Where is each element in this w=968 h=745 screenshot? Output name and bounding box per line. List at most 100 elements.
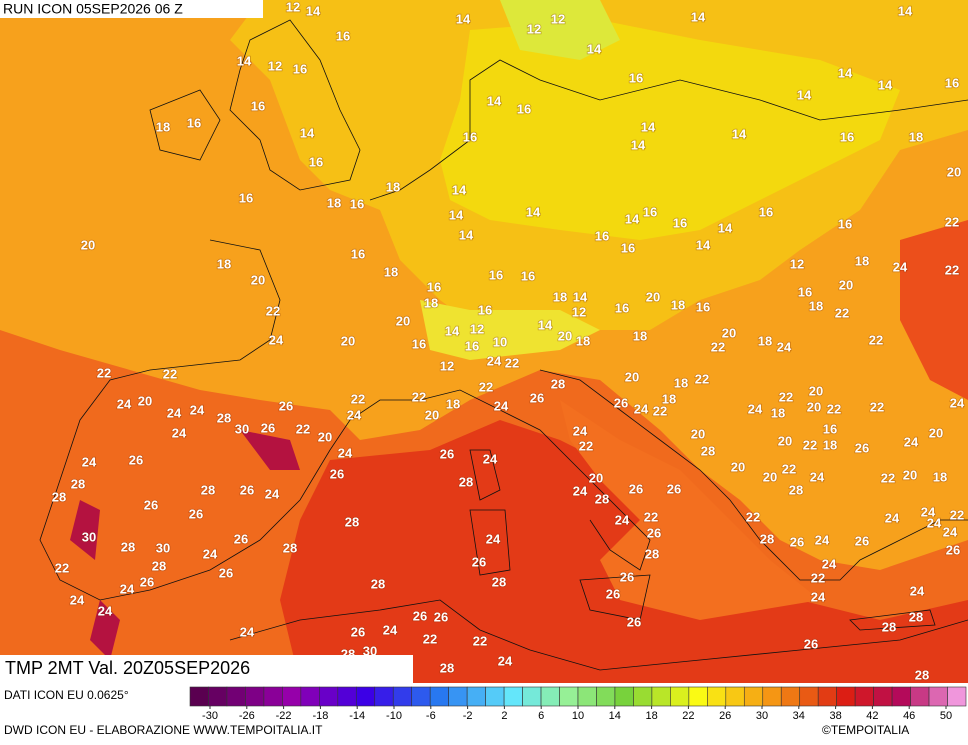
temperature-label: 20 xyxy=(691,426,705,441)
temperature-label: 14 xyxy=(237,53,252,68)
temperature-label: 16 xyxy=(521,268,535,283)
scale-box xyxy=(743,686,764,707)
temperature-label: 18 xyxy=(327,195,341,210)
temperature-label: 20 xyxy=(318,429,332,444)
scale-tick-label: 46 xyxy=(903,710,915,722)
scale-tick-label: 50 xyxy=(940,710,952,722)
temperature-label: 24 xyxy=(904,434,919,449)
temperature-label: 14 xyxy=(456,11,471,26)
temperature-label: 26 xyxy=(351,624,365,639)
temperature-label: 12 xyxy=(286,0,300,14)
temperature-label: 24 xyxy=(120,581,135,596)
temperature-label: 28 xyxy=(371,576,385,591)
scale-box xyxy=(466,686,486,707)
scale-box xyxy=(651,686,671,707)
temperature-label: 22 xyxy=(881,470,895,485)
temperature-label: 28 xyxy=(345,514,359,529)
scale-box xyxy=(355,686,376,707)
temperature-label: 26 xyxy=(667,481,681,496)
temperature-label: 14 xyxy=(487,93,502,108)
temperature-label: 26 xyxy=(140,574,154,589)
scale-tick-label: -10 xyxy=(386,710,402,722)
temperature-label: 22 xyxy=(945,262,959,277)
temperature-label: 20 xyxy=(809,383,823,398)
temperature-label: 24 xyxy=(172,425,187,440)
temperature-label: 28 xyxy=(283,540,297,555)
temperature-label: 24 xyxy=(921,504,936,519)
scale-box xyxy=(319,686,339,707)
credit: DWD ICON EU - ELABORAZIONE WWW.TEMPOITAL… xyxy=(4,723,323,737)
scale-box xyxy=(633,686,653,707)
temperature-label: 16 xyxy=(673,215,687,230)
temperature-label: 24 xyxy=(810,469,825,484)
temperature-label: 24 xyxy=(203,546,218,561)
scale-box xyxy=(873,686,893,707)
scale-box xyxy=(337,686,357,707)
temperature-label: 18 xyxy=(671,297,685,312)
temperature-label: 16 xyxy=(840,129,854,144)
temperature-label: 22 xyxy=(653,403,667,418)
temperature-label: 16 xyxy=(838,216,852,231)
temperature-label: 28 xyxy=(201,482,215,497)
scale-tick-label: 30 xyxy=(756,710,768,722)
temperature-label: 26 xyxy=(790,534,804,549)
temperature-label: 18 xyxy=(576,333,590,348)
scale-tick-label: -14 xyxy=(349,710,365,722)
temperature-label: 16 xyxy=(798,284,812,299)
temperature-label: 14 xyxy=(691,9,706,24)
temperature-label: 24 xyxy=(573,423,588,438)
scale-tick-label: 6 xyxy=(538,710,544,722)
temperature-label: 24 xyxy=(893,259,908,274)
scale-box xyxy=(485,686,505,707)
temperature-label: 22 xyxy=(473,633,487,648)
temperature-label: 12 xyxy=(551,11,565,26)
temperature-label: 26 xyxy=(647,525,661,540)
scale-box xyxy=(263,686,283,707)
temperature-label: 12 xyxy=(440,358,454,373)
scale-box xyxy=(374,686,394,707)
temperature-label: 24 xyxy=(117,396,132,411)
temperature-label: 14 xyxy=(732,126,747,141)
temperature-label: 20 xyxy=(251,272,265,287)
temperature-label: 16 xyxy=(239,190,253,205)
temperature-label: 16 xyxy=(293,61,307,76)
temperature-label: 24 xyxy=(822,556,837,571)
temperature-label: 22 xyxy=(97,365,111,380)
temperature-label: 26 xyxy=(627,614,641,629)
temperature-label: 26 xyxy=(189,506,203,521)
temperature-label: 20 xyxy=(589,470,603,485)
temperature-label: 28 xyxy=(440,660,454,675)
temperature-label: 28 xyxy=(551,376,565,391)
temperature-label: 28 xyxy=(459,474,473,489)
temperature-label: 20 xyxy=(81,237,95,252)
temperature-label: 22 xyxy=(827,401,841,416)
temperature-label: 22 xyxy=(811,570,825,585)
temperature-label: 26 xyxy=(219,565,233,580)
temperature-label: 22 xyxy=(695,371,709,386)
temperature-label: 16 xyxy=(187,115,201,130)
scale-box xyxy=(448,686,468,707)
copyright: ©TEMPOITALIA xyxy=(822,723,909,737)
temperature-label: 24 xyxy=(494,398,509,413)
temperature-label: 16 xyxy=(251,98,265,113)
temperature-label: 28 xyxy=(645,546,659,561)
temperature-label: 24 xyxy=(615,512,630,527)
temperature-label: 20 xyxy=(807,399,821,414)
temperature-label: 26 xyxy=(946,542,960,557)
temperature-label: 16 xyxy=(643,204,657,219)
temperature-label: 26 xyxy=(330,466,344,481)
temperature-label: 22 xyxy=(869,332,883,347)
map-background xyxy=(0,0,968,683)
temperature-label: 22 xyxy=(412,389,426,404)
scale-tick-label: 10 xyxy=(572,710,584,722)
temperature-label: 14 xyxy=(538,317,553,332)
temperature-label: 16 xyxy=(350,196,364,211)
scale-box xyxy=(799,686,819,707)
temperature-label: 16 xyxy=(823,421,837,436)
temperature-label: 18 xyxy=(909,129,923,144)
temperature-label: 24 xyxy=(265,486,280,501)
scale-tick-label: 26 xyxy=(719,710,731,722)
temperature-label: 28 xyxy=(121,539,135,554)
scale-tick-label: -30 xyxy=(202,710,218,722)
scale-box xyxy=(670,686,690,707)
